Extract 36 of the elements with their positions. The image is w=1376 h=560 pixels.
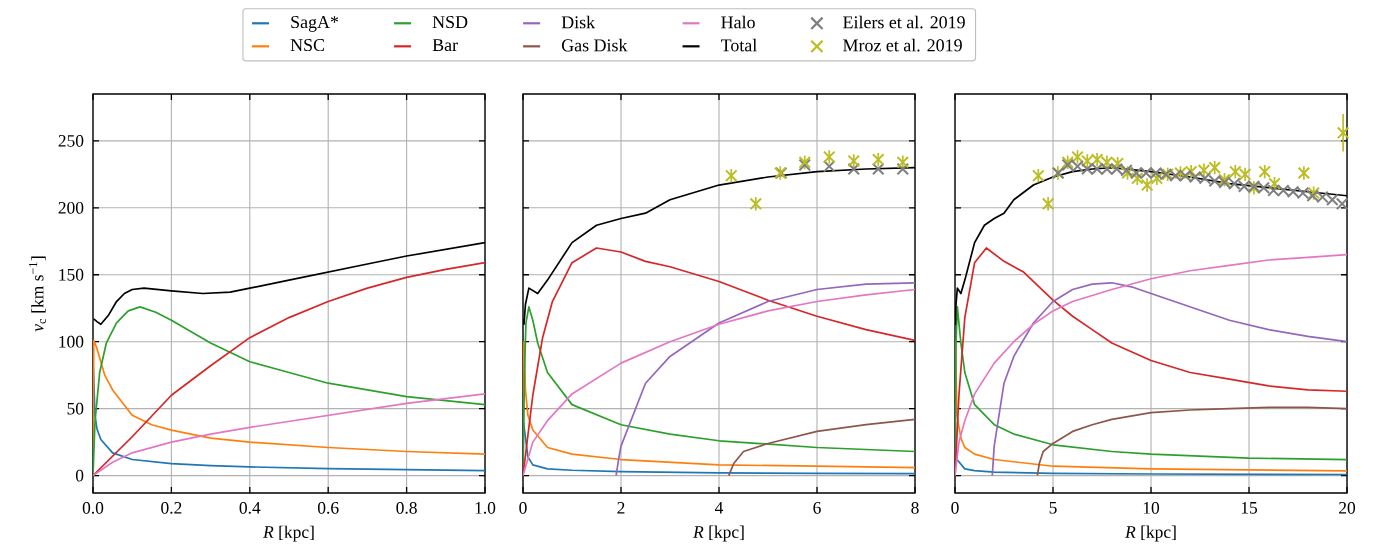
x-tick-label: 0.2 — [161, 502, 182, 514]
x-tick-label: 4 — [714, 502, 724, 514]
y-tick-label: 100 — [59, 335, 84, 348]
y-tick-label: 250 — [58, 134, 84, 147]
legend-label: Total — [720, 38, 757, 52]
x-tick-label: 2 — [617, 502, 625, 514]
x-tick-label: 0 — [951, 502, 959, 514]
legend-label: Bar — [432, 39, 458, 52]
y-tick-label: 0 — [75, 469, 84, 482]
x-tick-label: 8 — [911, 502, 919, 514]
x-tick-label: 6 — [813, 502, 821, 514]
legend-label: SagA* — [291, 16, 339, 32]
x-axis-title: R [kpc] — [693, 525, 744, 542]
y-tick-label: 200 — [58, 201, 84, 214]
legend-label: Mroz et al. 2019 — [843, 38, 962, 52]
legend-label: NSC — [290, 39, 325, 52]
y-axis-title: v$_{c}$ [km s$^{−1}$] — [29, 256, 47, 332]
x-tick-label: 0 — [519, 502, 527, 514]
x-tick-label: 0.8 — [396, 502, 417, 514]
y-tick-label: 50 — [67, 402, 84, 415]
x-tick-label: 10 — [1143, 502, 1160, 514]
x-tick-label: 0.6 — [317, 502, 339, 514]
legend-label: NSD — [432, 16, 468, 29]
x-tick-label: 0.0 — [82, 502, 104, 514]
legend-label: Halo — [721, 15, 755, 29]
x-tick-label: 0.4 — [239, 502, 261, 514]
legend-label: Eilers et al. 2019 — [843, 15, 965, 29]
legend-label: Disk — [561, 15, 596, 29]
x-axis-title: R [kpc] — [1125, 525, 1176, 542]
x-tick-label: 20 — [1339, 502, 1356, 514]
y-tick-label: 150 — [59, 268, 84, 281]
x-tick-label: 5 — [1049, 502, 1057, 514]
x-tick-label: 15 — [1241, 502, 1258, 514]
legend-label: Gas Disk — [561, 38, 628, 52]
x-tick-label: 1.0 — [475, 502, 496, 514]
x-axis-title: R [kpc] — [263, 525, 314, 542]
